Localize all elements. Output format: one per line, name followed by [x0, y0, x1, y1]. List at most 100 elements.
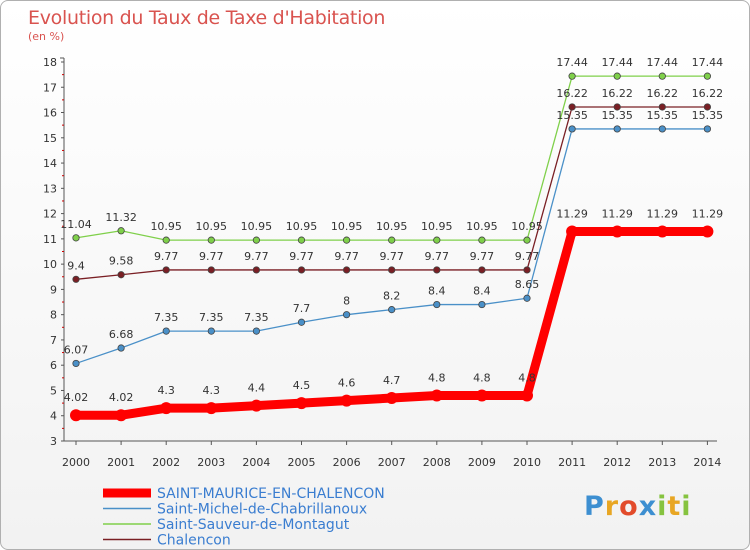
data-point — [342, 266, 351, 274]
data-label: 7.35 — [199, 311, 224, 324]
data-point — [478, 300, 486, 309]
data-point — [252, 266, 260, 274]
data-point — [117, 271, 125, 279]
data-label: 16.22 — [601, 87, 633, 100]
data-point — [701, 225, 714, 238]
data-point — [160, 402, 173, 415]
data-point — [207, 266, 215, 274]
data-point — [475, 389, 488, 402]
y-tick-label: 7 — [50, 334, 57, 347]
data-label: 8 — [343, 295, 350, 308]
data-label: 4.02 — [64, 391, 89, 404]
data-point — [430, 389, 443, 402]
data-point — [658, 103, 666, 111]
data-label: 4.3 — [157, 384, 175, 397]
data-label: 10.95 — [150, 220, 182, 233]
x-tick-label: 2002 — [152, 456, 180, 469]
data-label: 17.44 — [692, 56, 724, 69]
y-tick-label: 18 — [43, 56, 57, 69]
data-label: 7.35 — [244, 311, 269, 324]
x-tick-label: 2001 — [107, 456, 135, 469]
data-label: 11.04 — [60, 218, 92, 231]
legend-label: SAINT-MAURICE-EN-CHALENCON — [157, 486, 385, 502]
y-tick-label: 8 — [50, 309, 57, 322]
data-label: 9.77 — [470, 250, 495, 263]
data-point — [388, 236, 396, 244]
data-label: 4.3 — [203, 384, 221, 397]
data-point — [523, 236, 531, 244]
x-tick-label: 2000 — [62, 456, 90, 469]
y-tick-label: 10 — [43, 258, 57, 271]
data-label: 16.22 — [556, 87, 588, 100]
data-label: 8.4 — [428, 285, 446, 298]
data-label: 9.77 — [334, 250, 359, 263]
data-label: 4.8 — [518, 372, 536, 385]
x-tick-label: 2008 — [423, 456, 451, 469]
data-label: 6.07 — [64, 343, 89, 356]
data-point — [703, 103, 712, 111]
x-tick-label: 2007 — [378, 456, 406, 469]
y-tick-label: 11 — [43, 233, 57, 246]
series-line — [75, 128, 709, 365]
data-point — [385, 392, 398, 405]
data-point — [523, 266, 531, 274]
data-point — [252, 327, 260, 335]
data-point — [297, 318, 306, 326]
data-label: 15.35 — [647, 109, 679, 122]
data-label: 9.58 — [109, 255, 134, 268]
x-tick-label: 2011 — [558, 456, 586, 469]
data-point — [117, 227, 125, 235]
data-point — [72, 359, 80, 368]
data-label: 4.8 — [473, 372, 491, 385]
data-label: 9.77 — [154, 250, 179, 263]
data-label: 10.95 — [376, 220, 408, 233]
data-points — [70, 72, 714, 422]
data-point — [342, 236, 351, 244]
data-point — [340, 394, 353, 407]
data-label: 15.35 — [692, 109, 724, 122]
data-point — [205, 402, 218, 415]
legend-label: Chalencon — [157, 533, 231, 549]
data-label: 17.44 — [601, 56, 633, 69]
x-tick-label: 2013 — [648, 456, 676, 469]
data-label: 11.29 — [601, 208, 633, 221]
data-label: 10.95 — [241, 220, 273, 233]
data-point — [342, 311, 351, 319]
data-point — [568, 72, 576, 80]
data-label: 6.68 — [109, 328, 134, 341]
logo-letter: o — [619, 491, 639, 522]
x-tick-label: 2005 — [288, 456, 316, 469]
y-tick-label: 3 — [50, 435, 57, 448]
logo-letter: x — [638, 491, 658, 522]
logo-letter: r — [604, 491, 620, 522]
data-point — [250, 399, 263, 412]
data-label: 10.95 — [286, 220, 318, 233]
data-label: 9.77 — [289, 250, 314, 263]
data-point — [433, 236, 441, 244]
data-point — [656, 225, 669, 238]
logo-letter: i — [657, 491, 668, 522]
y-tick-label: 4 — [50, 410, 57, 423]
series-lines — [71, 75, 712, 420]
data-label: 4.6 — [338, 377, 356, 390]
x-tick-label: 2014 — [693, 456, 721, 469]
data-label: 15.35 — [601, 109, 633, 122]
data-label: 11.29 — [556, 208, 588, 221]
data-point — [568, 103, 576, 111]
data-label: 11.29 — [647, 208, 679, 221]
data-label: 4.7 — [383, 374, 401, 387]
y-tick-label: 6 — [50, 359, 57, 372]
data-label: 8.4 — [473, 285, 491, 298]
data-point — [613, 125, 621, 133]
y-tick-label: 17 — [43, 81, 57, 94]
legend-label: Saint-Michel-de-Chabrillanoux — [157, 502, 367, 518]
data-label: 17.44 — [556, 56, 588, 69]
data-label: 10.95 — [511, 220, 543, 233]
data-label: 11.29 — [692, 208, 724, 221]
data-label: 9.77 — [379, 250, 404, 263]
data-label: 9.77 — [244, 250, 269, 263]
data-label: 9.4 — [67, 259, 85, 272]
data-label: 11.32 — [105, 211, 137, 224]
data-point — [658, 72, 666, 80]
